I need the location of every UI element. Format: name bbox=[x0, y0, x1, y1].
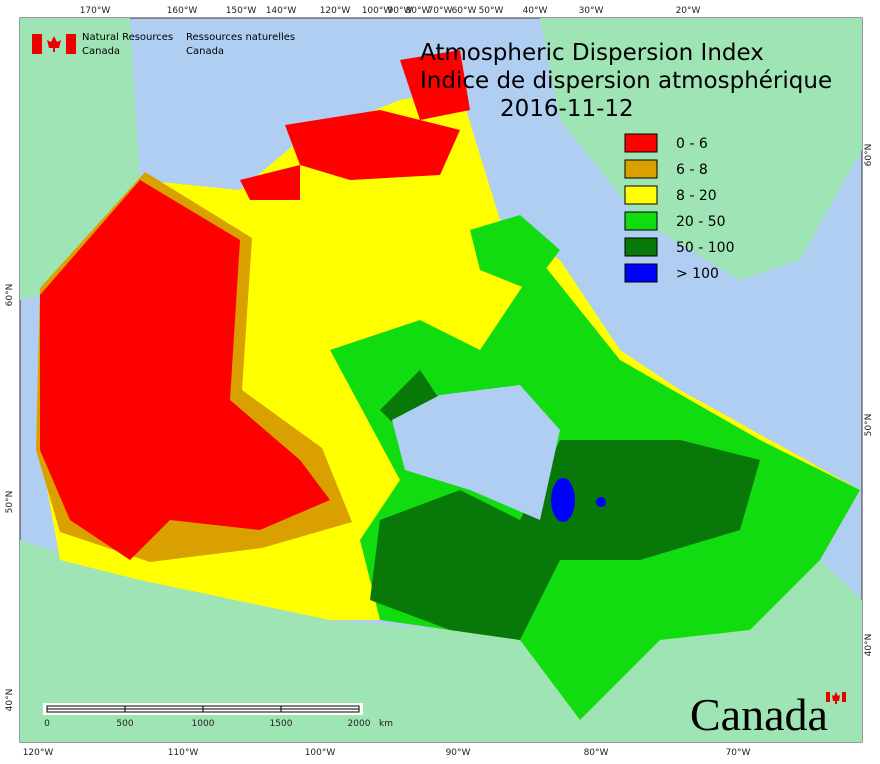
legend-swatch bbox=[624, 263, 658, 283]
greenland bbox=[540, 18, 862, 280]
zone bbox=[400, 50, 470, 120]
lon-label: 30°W bbox=[579, 6, 604, 16]
zone bbox=[470, 215, 560, 290]
title: Indice de dispersion atmosphérique bbox=[420, 68, 832, 94]
foreign-land bbox=[20, 18, 862, 742]
scale-label: 2000 bbox=[348, 719, 371, 729]
lon-label: 90°W bbox=[388, 6, 413, 16]
lon-label: 80°W bbox=[584, 748, 609, 758]
lon-label: 100°W bbox=[305, 748, 336, 758]
lat-label: 50°N bbox=[864, 414, 874, 437]
scale-label: 1500 bbox=[270, 719, 293, 729]
zone bbox=[40, 180, 330, 560]
lon-label: 40°W bbox=[523, 6, 548, 16]
lon-label: 20°W bbox=[676, 6, 701, 16]
zone bbox=[285, 110, 460, 180]
alaska bbox=[20, 18, 140, 300]
title: Atmospheric Dispersion Index bbox=[420, 40, 764, 66]
lon-label: 70°W bbox=[428, 6, 453, 16]
agency-en: Natural Resources bbox=[82, 32, 173, 43]
flag-bar bbox=[66, 34, 76, 54]
zone bbox=[240, 165, 300, 200]
flag-bar bbox=[842, 692, 846, 702]
lon-label: 100°W bbox=[362, 6, 393, 16]
scale-segment bbox=[46, 708, 126, 713]
legend-label: 50 - 100 bbox=[676, 240, 735, 256]
legend-swatch bbox=[624, 185, 658, 205]
agency-fr: Ressources naturelles bbox=[186, 32, 295, 43]
lat-label: 50°N bbox=[5, 491, 15, 514]
date: 2016-11-12 bbox=[500, 96, 634, 122]
scale-segment bbox=[124, 708, 204, 713]
lon-label: 90°W bbox=[446, 748, 471, 758]
wordmark-text: Canada bbox=[690, 689, 828, 740]
wordmark: Canada bbox=[690, 689, 846, 740]
agency-en: Canada bbox=[82, 46, 120, 57]
agency-fr: Canada bbox=[186, 46, 224, 57]
scale-unit: km bbox=[379, 719, 393, 729]
scale-label: 0 bbox=[44, 719, 50, 729]
graticule: 170°W 160°W 150°W 140°W 120°W 100°W90°W80°W70… bbox=[5, 6, 874, 758]
legend-swatch bbox=[624, 237, 658, 257]
scale-bar: 0 500 1000 1500 2000 km bbox=[43, 703, 393, 729]
lon-label: 140°W bbox=[266, 6, 297, 16]
legend-label: > 100 bbox=[676, 266, 719, 282]
scale-label: 500 bbox=[116, 719, 133, 729]
agency: Natural Resources Canada Ressources natu… bbox=[32, 32, 295, 57]
scale-segment bbox=[280, 708, 360, 713]
zone bbox=[380, 370, 440, 430]
legend: 0 - 6 6 - 8 8 - 20 20 - 50 50 - 100 > 100 bbox=[624, 133, 735, 283]
lon-label: 160°W bbox=[167, 6, 198, 16]
flag-bar bbox=[826, 692, 830, 702]
lat-label: 40°N bbox=[5, 689, 15, 712]
lon-label: 170°W bbox=[80, 6, 111, 16]
scale-segment bbox=[202, 708, 282, 713]
lon-label: 120°W bbox=[320, 6, 351, 16]
maple-leaf bbox=[47, 36, 61, 52]
lon-label: 150°W bbox=[226, 6, 257, 16]
lon-label: 60°W bbox=[452, 6, 477, 16]
flag-bar bbox=[32, 34, 42, 54]
maple-leaf bbox=[832, 692, 840, 704]
legend-label: 8 - 20 bbox=[676, 188, 717, 204]
legend-swatch bbox=[624, 133, 658, 153]
lat-label: 40°N bbox=[864, 634, 874, 657]
scale-label: 1000 bbox=[192, 719, 215, 729]
index-zones bbox=[36, 50, 860, 720]
lon-label: 120°W bbox=[23, 748, 54, 758]
legend-label: 6 - 8 bbox=[676, 162, 708, 178]
zone bbox=[596, 497, 606, 507]
hudson-bay bbox=[392, 385, 560, 520]
lat-label: 60°N bbox=[864, 144, 874, 167]
legend-swatch bbox=[624, 211, 658, 231]
lon-label: 80°W bbox=[406, 6, 431, 16]
lon-label: 110°W bbox=[168, 748, 199, 758]
zone bbox=[551, 478, 575, 522]
legend-label: 20 - 50 bbox=[676, 214, 726, 230]
usa bbox=[20, 540, 862, 742]
lat-label: 60°N bbox=[5, 284, 15, 307]
legend-swatch bbox=[624, 159, 658, 179]
zone bbox=[370, 440, 760, 640]
lon-label: 70°W bbox=[726, 748, 751, 758]
lon-label: 50°W bbox=[479, 6, 504, 16]
legend-label: 0 - 6 bbox=[676, 136, 708, 152]
